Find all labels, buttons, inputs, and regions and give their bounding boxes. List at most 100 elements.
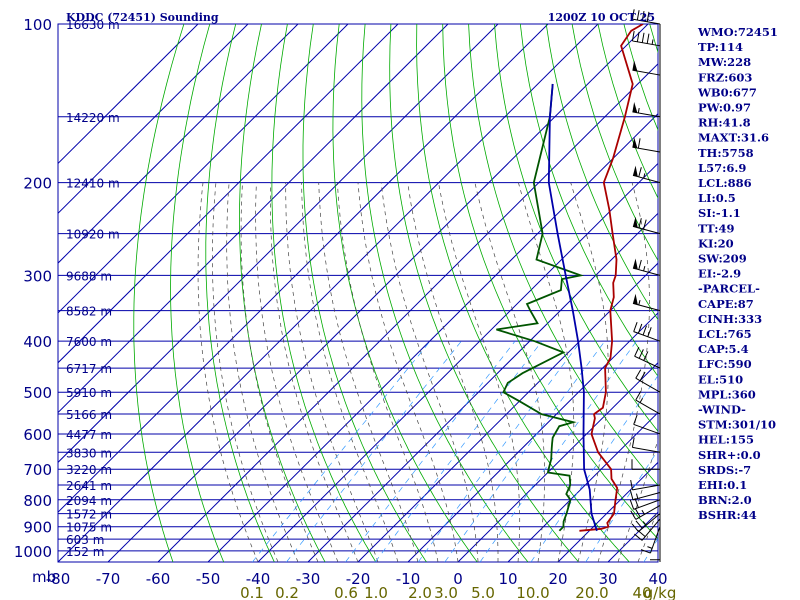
isotherm-line xyxy=(557,461,658,562)
moist-adiabat-line xyxy=(212,182,279,562)
wind-barb-flag xyxy=(632,216,638,228)
moist-adiabat-line xyxy=(318,182,419,562)
wind-barb-staff xyxy=(632,446,661,453)
wind-barb xyxy=(630,479,661,491)
temperature-tick-label: -20 xyxy=(346,570,371,588)
wind-barb xyxy=(632,165,661,184)
wind-barb-flag xyxy=(632,137,638,149)
wind-barb xyxy=(632,137,661,153)
wind-barb xyxy=(632,60,661,76)
isotherm-line xyxy=(58,24,299,264)
wind-barb-half-feather xyxy=(651,39,654,45)
dry-adiabat-line xyxy=(239,24,326,562)
pressure-tick-label: 600 xyxy=(23,426,52,444)
temperature-tick-label: -30 xyxy=(296,570,321,588)
moist-adiabat-line xyxy=(597,182,650,562)
index-entry: SRDS:-7 xyxy=(698,463,751,477)
height-label: 603 m xyxy=(66,533,104,547)
dry-adiabat-line xyxy=(779,24,800,562)
dry-adiabat-line xyxy=(571,24,658,262)
height-label: 6717 m xyxy=(66,362,112,376)
index-entry: PW:0.97 xyxy=(698,101,751,115)
chart-header: KDDC (72451) Sounding 1200Z 10 OCT 25 xyxy=(66,11,655,24)
isotherm-line xyxy=(407,312,658,562)
mixing-ratio-label: 20.0 xyxy=(575,584,608,600)
wind-barb-half-feather xyxy=(643,266,646,272)
wind-barb xyxy=(629,498,661,510)
dry-adiabat-line xyxy=(271,24,377,562)
index-entry: BSHR:44 xyxy=(698,508,757,522)
isotherm-line xyxy=(207,112,658,562)
wind-barb xyxy=(629,489,661,501)
temperature-tick-label: -50 xyxy=(196,570,221,588)
wind-barb-feather xyxy=(640,549,651,554)
wind-barb-staff xyxy=(632,484,661,491)
height-label: 1572 m xyxy=(66,508,112,522)
wind-barb xyxy=(635,369,661,393)
isotherm-line xyxy=(58,24,199,165)
isotherm-line xyxy=(157,63,658,562)
index-entry: CAPE:87 xyxy=(698,297,754,311)
mixing-ratio-line xyxy=(417,340,582,562)
wind-barb-staff xyxy=(632,492,661,501)
height-label: 8582 m xyxy=(66,305,112,319)
wind-barb xyxy=(631,513,661,533)
temperature-tick-label: 10 xyxy=(498,570,517,588)
pressure-tick-label: 400 xyxy=(23,333,52,351)
isotherm-line xyxy=(58,24,549,513)
dry-adiabat-line xyxy=(468,24,658,486)
wind-barb xyxy=(632,216,661,235)
wind-barb-staff xyxy=(635,377,661,393)
moist-adiabat-line xyxy=(474,182,545,562)
wind-barb-half-feather xyxy=(637,107,640,114)
plot-frame xyxy=(57,23,659,563)
wind-barb-feather xyxy=(636,31,640,42)
wind-barb-feather xyxy=(631,523,639,532)
height-label: 2641 m xyxy=(66,479,112,493)
wind-barb-feather xyxy=(643,351,649,361)
mixing-ratio-label: 5.0 xyxy=(471,584,495,600)
isotherm-line xyxy=(257,162,658,562)
chart-title: KDDC (72451) Sounding xyxy=(66,11,219,24)
index-entry: -PARCEL- xyxy=(698,282,760,296)
wind-barb-feather xyxy=(634,533,643,541)
height-label: 14220 m xyxy=(66,111,120,125)
mixing-ratio-label: 3.0 xyxy=(434,584,458,600)
wind-barb-feather xyxy=(647,327,652,337)
mixing-ratio-line xyxy=(530,374,658,562)
isotherm-line xyxy=(58,24,399,364)
pressure-tick-label: 700 xyxy=(23,461,52,479)
height-label: 9688 m xyxy=(66,269,112,283)
moist-adiabat-line xyxy=(438,182,521,562)
pressure-tick-label: 100 xyxy=(23,16,52,34)
pressure-unit-label: mb xyxy=(32,568,56,586)
isotherm-line xyxy=(357,262,658,562)
wind-barb-staff xyxy=(632,40,661,47)
moist-adiabat-line xyxy=(197,182,259,562)
temperature-tick-label: -80 xyxy=(46,570,71,588)
height-label: 16630 m xyxy=(66,18,120,32)
wind-barb-feather xyxy=(635,391,642,401)
height-label: 152 m xyxy=(66,545,104,559)
temperature-tick-label: -60 xyxy=(146,570,171,588)
dry-adiabat-line xyxy=(332,24,478,562)
wind-barb xyxy=(633,322,661,342)
height-label: 2094 m xyxy=(66,494,112,508)
isotherm-line xyxy=(58,24,449,414)
index-entry: WMO:72451 xyxy=(697,25,778,39)
wind-barb xyxy=(631,9,661,25)
mixing-ratio-label: g/kg xyxy=(644,584,677,600)
wind-barb-feather xyxy=(635,369,642,379)
index-entry: LFC:590 xyxy=(698,357,752,371)
pressure-tick-label: 500 xyxy=(23,384,52,402)
index-entry: MW:228 xyxy=(698,55,751,69)
index-entry: CINH:333 xyxy=(698,312,762,326)
dry-adiabat-line xyxy=(170,24,225,562)
wind-barb-feather xyxy=(643,219,647,230)
moist-adiabat-line xyxy=(380,182,479,562)
wind-barb-feather xyxy=(633,322,638,332)
wind-barb-feather xyxy=(642,325,647,336)
mixing-ratio-label: 1.0 xyxy=(364,584,388,600)
